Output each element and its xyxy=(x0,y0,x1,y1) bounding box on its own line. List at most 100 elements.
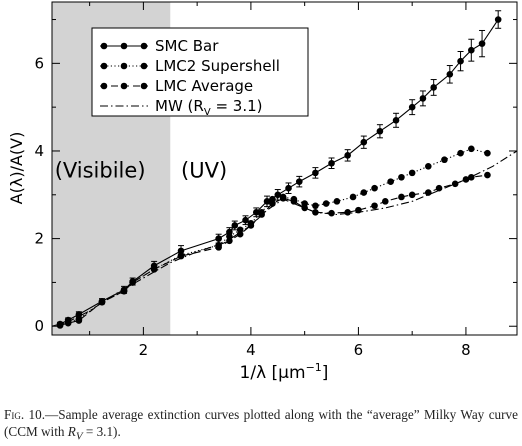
data-point xyxy=(236,230,244,238)
data-point xyxy=(398,193,405,201)
x-tick-label-2: 6 xyxy=(354,341,364,359)
data-point xyxy=(322,200,330,207)
legend-marker xyxy=(100,42,108,50)
data-point xyxy=(484,171,491,179)
legend-marker xyxy=(120,82,128,90)
legend-label-lmc2-supershell: LMC2 Supershell xyxy=(155,57,280,75)
y-tick-label-1: 2 xyxy=(34,230,44,248)
data-point xyxy=(290,198,298,205)
data-point xyxy=(285,184,292,192)
x-tick-label-1: 4 xyxy=(246,341,256,359)
data-point xyxy=(328,159,335,167)
data-point xyxy=(371,184,378,192)
data-point xyxy=(484,149,491,157)
data-point xyxy=(468,173,475,181)
series-line-3 xyxy=(52,150,517,327)
data-point xyxy=(425,189,432,196)
legend-label-smc-bar: SMC Bar xyxy=(155,37,219,55)
legend-label-mw: MW (RV = 3.1) xyxy=(155,97,262,118)
y-tick-label-2: 4 xyxy=(34,142,44,160)
chart-marks xyxy=(52,10,517,329)
data-point xyxy=(408,103,416,111)
data-point xyxy=(398,173,405,181)
data-point xyxy=(457,57,464,65)
legend-box xyxy=(91,27,309,117)
legend: SMC Bar LMC2 Supershell LMC Average MW (… xyxy=(91,27,309,118)
data-point xyxy=(408,169,416,177)
data-point xyxy=(344,152,351,159)
data-point xyxy=(425,163,432,170)
data-point xyxy=(446,70,454,78)
legend-marker xyxy=(120,42,128,50)
legend-marker xyxy=(140,62,148,70)
extinction-chart: 2 4 6 8 0 2 4 6 (Visibile) (UV) SMC Bar LMC2 Su… xyxy=(7,1,518,383)
legend-marker xyxy=(100,62,108,70)
data-point xyxy=(408,191,416,199)
data-point xyxy=(376,127,384,135)
data-point xyxy=(328,209,335,217)
x-axis-label-sup: −1 xyxy=(306,361,322,374)
legend-marker xyxy=(100,82,108,90)
data-point xyxy=(478,40,486,47)
data-point xyxy=(242,216,249,224)
data-point xyxy=(371,202,378,210)
y-tick-label-3: 6 xyxy=(34,54,44,72)
data-point xyxy=(301,204,308,212)
data-point xyxy=(215,244,222,251)
x-axis-label-main: 1/λ [μm xyxy=(240,363,306,383)
x-tick-label-3: 8 xyxy=(461,341,471,359)
data-point xyxy=(252,209,260,216)
legend-marker xyxy=(120,62,128,70)
x-tick-label-0: 2 xyxy=(139,341,149,359)
legend-label-mw-sub: V xyxy=(204,107,211,118)
data-point xyxy=(274,191,282,199)
data-point xyxy=(381,198,389,205)
figure-caption: Fig. 10.—Sample average extinction curve… xyxy=(4,406,518,446)
legend-marker xyxy=(140,82,148,90)
legend-label-mw-head: MW (R xyxy=(155,97,204,115)
data-point xyxy=(226,237,233,245)
data-point xyxy=(231,222,239,229)
data-point xyxy=(435,184,443,192)
data-point xyxy=(441,156,448,164)
data-point xyxy=(177,252,185,260)
data-point xyxy=(392,117,400,124)
data-point xyxy=(360,138,368,146)
caption-fig-label: Fig. 10. xyxy=(4,407,46,422)
region-label-visible: (Visibile) xyxy=(55,158,146,182)
y-tick-label-0: 0 xyxy=(34,317,44,335)
region-label-uv: (UV) xyxy=(181,158,227,182)
legend-marker xyxy=(140,42,148,50)
data-point xyxy=(333,198,341,205)
data-point xyxy=(312,202,319,210)
axis-ticks: 2 4 6 8 0 2 4 6 xyxy=(34,2,517,359)
data-point xyxy=(468,145,475,153)
data-point xyxy=(387,178,394,185)
caption-math-r: R xyxy=(67,424,76,439)
data-point xyxy=(312,169,319,177)
data-point xyxy=(494,16,502,23)
data-point xyxy=(468,46,475,54)
data-point xyxy=(344,209,351,216)
data-point xyxy=(349,193,357,201)
caption-text-after: = 3.1). xyxy=(82,424,121,439)
data-point xyxy=(56,322,64,329)
legend-samples xyxy=(100,42,148,107)
y-axis-label: A(λ)/A(V) xyxy=(7,132,26,205)
data-point xyxy=(457,149,464,157)
caption-text: —Sample average extinction curves plotte… xyxy=(4,407,518,439)
data-point xyxy=(419,95,427,102)
data-point xyxy=(295,178,303,185)
data-point xyxy=(430,84,437,91)
legend-label-lmc-average: LMC Average xyxy=(155,77,253,95)
x-axis-label-close: ] xyxy=(322,363,329,383)
data-point xyxy=(129,279,136,286)
data-point xyxy=(360,189,368,196)
x-axis-label: 1/λ [μm−1] xyxy=(240,361,329,383)
caption-math-sub: V xyxy=(75,430,83,443)
data-point xyxy=(215,235,222,242)
plot-frame xyxy=(51,1,518,336)
data-point xyxy=(75,311,83,318)
data-point xyxy=(75,317,83,324)
legend-label-mw-tail: = 3.1) xyxy=(211,97,263,115)
